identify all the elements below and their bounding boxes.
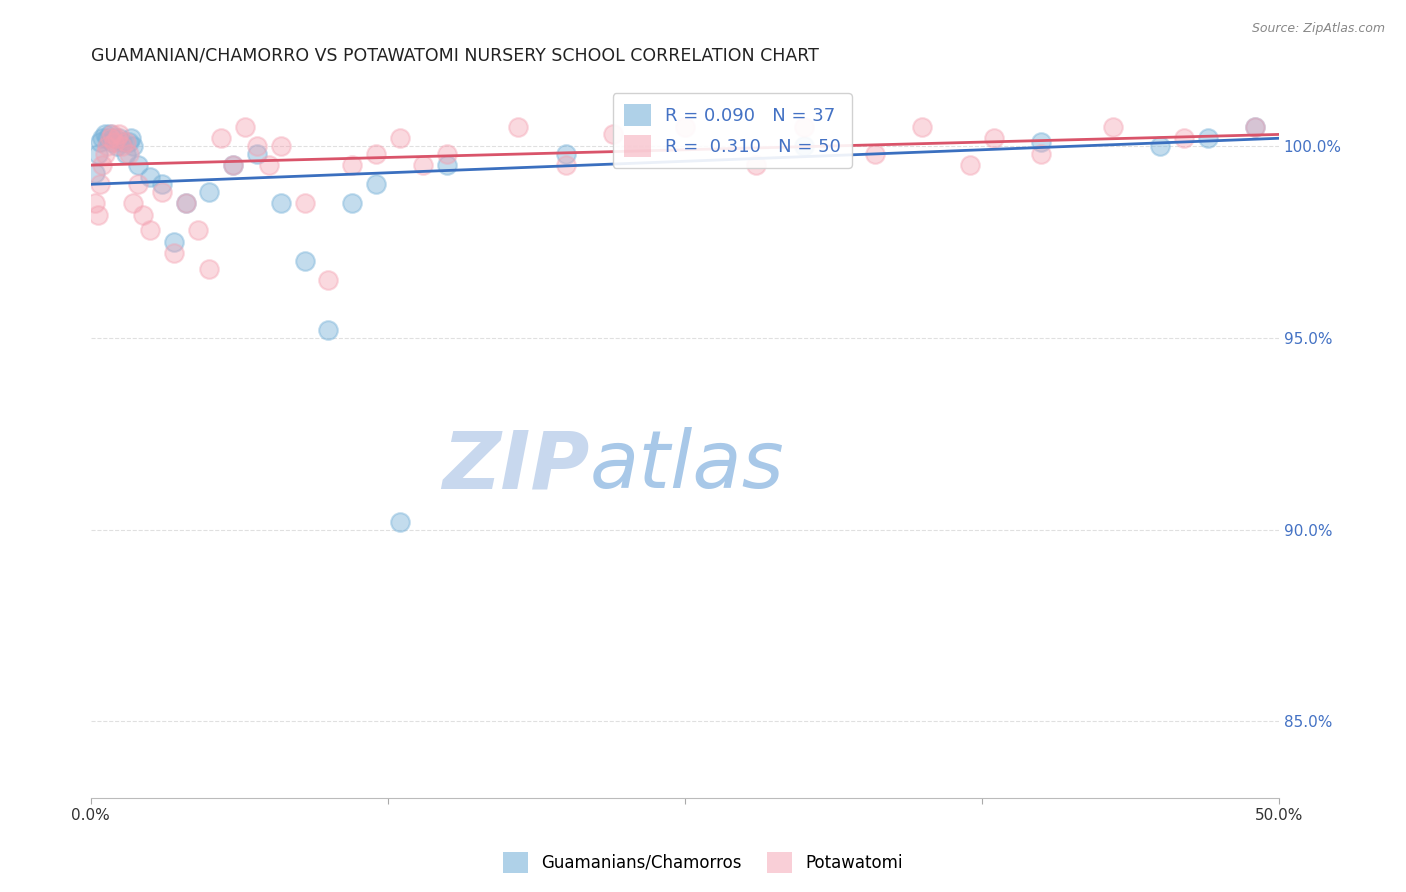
- Point: [316, 323, 339, 337]
- Point: [105, 131, 128, 145]
- Point: [120, 131, 142, 145]
- Point: [163, 246, 186, 260]
- Point: [508, 120, 530, 134]
- Text: ZIP: ZIP: [443, 427, 589, 506]
- Point: [412, 158, 434, 172]
- Point: [96, 131, 118, 145]
- Point: [110, 135, 132, 149]
- Point: [101, 128, 124, 142]
- Point: [555, 146, 578, 161]
- Point: [745, 158, 768, 172]
- Point: [1244, 120, 1267, 134]
- Point: [793, 120, 815, 134]
- Point: [115, 146, 138, 161]
- Legend: R = 0.090   N = 37, R =  0.310   N = 50: R = 0.090 N = 37, R = 0.310 N = 50: [613, 93, 852, 168]
- Point: [101, 135, 124, 149]
- Point: [1101, 120, 1123, 134]
- Point: [983, 131, 1005, 145]
- Point: [174, 196, 197, 211]
- Point: [163, 235, 186, 249]
- Point: [94, 128, 117, 142]
- Point: [187, 223, 209, 237]
- Point: [117, 135, 139, 149]
- Point: [103, 131, 125, 145]
- Point: [89, 178, 111, 192]
- Point: [602, 128, 624, 142]
- Point: [959, 158, 981, 172]
- Point: [436, 158, 458, 172]
- Point: [127, 158, 149, 172]
- Point: [222, 158, 245, 172]
- Point: [94, 146, 117, 161]
- Point: [91, 158, 114, 172]
- Point: [436, 146, 458, 161]
- Point: [1149, 139, 1171, 153]
- Point: [233, 120, 256, 134]
- Point: [115, 135, 138, 149]
- Point: [246, 146, 269, 161]
- Point: [1173, 131, 1195, 145]
- Point: [1031, 146, 1053, 161]
- Point: [388, 131, 411, 145]
- Point: [555, 158, 578, 172]
- Point: [174, 196, 197, 211]
- Text: GUAMANIAN/CHAMORRO VS POTAWATOMI NURSERY SCHOOL CORRELATION CHART: GUAMANIAN/CHAMORRO VS POTAWATOMI NURSERY…: [90, 46, 818, 64]
- Point: [84, 196, 107, 211]
- Point: [87, 208, 110, 222]
- Point: [270, 139, 292, 153]
- Text: Source: ZipAtlas.com: Source: ZipAtlas.com: [1251, 22, 1385, 36]
- Point: [117, 146, 139, 161]
- Point: [209, 131, 232, 145]
- Legend: Guamanians/Chamorros, Potawatomi: Guamanians/Chamorros, Potawatomi: [496, 846, 910, 880]
- Point: [364, 146, 387, 161]
- Point: [110, 139, 132, 153]
- Point: [1031, 135, 1053, 149]
- Point: [122, 139, 145, 153]
- Point: [198, 261, 221, 276]
- Point: [89, 135, 111, 149]
- Point: [198, 185, 221, 199]
- Point: [108, 128, 131, 142]
- Point: [108, 131, 131, 145]
- Point: [150, 178, 173, 192]
- Point: [127, 178, 149, 192]
- Point: [98, 131, 121, 145]
- Point: [122, 196, 145, 211]
- Point: [340, 158, 363, 172]
- Point: [364, 178, 387, 192]
- Point: [139, 169, 162, 184]
- Point: [1197, 131, 1219, 145]
- Point: [388, 515, 411, 529]
- Point: [98, 128, 121, 142]
- Point: [139, 223, 162, 237]
- Point: [105, 139, 128, 153]
- Point: [793, 139, 815, 153]
- Point: [246, 139, 269, 153]
- Point: [103, 135, 125, 149]
- Point: [1244, 120, 1267, 134]
- Point: [316, 273, 339, 287]
- Point: [270, 196, 292, 211]
- Point: [294, 196, 316, 211]
- Point: [84, 166, 107, 180]
- Point: [257, 158, 280, 172]
- Point: [294, 254, 316, 268]
- Text: atlas: atlas: [589, 427, 785, 506]
- Point: [673, 120, 696, 134]
- Point: [340, 196, 363, 211]
- Point: [96, 139, 118, 153]
- Point: [87, 146, 110, 161]
- Point: [91, 131, 114, 145]
- Point: [911, 120, 934, 134]
- Point: [222, 158, 245, 172]
- Point: [132, 208, 155, 222]
- Point: [863, 146, 886, 161]
- Point: [150, 185, 173, 199]
